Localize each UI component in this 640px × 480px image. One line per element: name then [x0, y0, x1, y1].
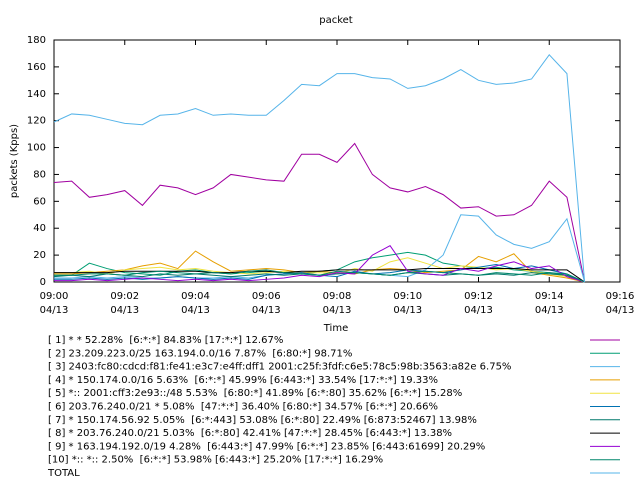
y-tick-label: 160 — [27, 62, 46, 73]
legend-label: [ 7] * 150.174.56.92 5.05% [6:*:443] 53.… — [48, 415, 477, 426]
x-tick-sublabel: 04/13 — [181, 305, 210, 316]
x-tick-label: 09:02 — [110, 291, 139, 302]
y-tick-label: 120 — [27, 116, 46, 127]
y-tick-label: 80 — [33, 169, 46, 180]
x-tick-sublabel: 04/13 — [110, 305, 139, 316]
x-tick-sublabel: 04/13 — [535, 305, 564, 316]
legend-label: [ 8] * 203.76.240.0/21 5.03% [6:*:80] 42… — [48, 428, 452, 439]
legend-label: [ 2] 23.209.223.0/25 163.194.0.0/16 7.87… — [48, 348, 352, 359]
chart-title: packet — [319, 15, 353, 26]
x-tick-label: 09:12 — [464, 291, 493, 302]
x-tick-sublabel: 04/13 — [393, 305, 422, 316]
y-tick-label: 20 — [33, 250, 46, 261]
legend-label: [ 5] *:: 2001:cff3:2e93::/48 5.53% [6:80… — [48, 388, 462, 399]
legend-label: [ 1] * * 52.28% [6:*:*] 84.83% [17:*:*] … — [48, 335, 283, 346]
y-tick-label: 140 — [27, 89, 46, 100]
x-tick-label: 09:04 — [181, 291, 210, 302]
x-tick-sublabel: 04/13 — [40, 305, 69, 316]
x-tick-sublabel: 04/13 — [252, 305, 281, 316]
legend-label: [ 4] * 150.174.0.0/16 5.63% [6:*:*] 45.9… — [48, 375, 438, 386]
x-tick-sublabel: 04/13 — [606, 305, 635, 316]
x-tick-label: 09:16 — [606, 291, 635, 302]
y-tick-label: 0 — [40, 277, 46, 288]
plot-frame — [53, 39, 621, 283]
series-line — [54, 269, 585, 283]
y-axis-label: packets (Kpps) — [9, 124, 20, 198]
legend-label: [ 9] * 163.194.192.0/19 4.28% [6:443:*] … — [48, 441, 485, 452]
legend-label: TOTAL — [47, 468, 80, 479]
y-tick-label: 60 — [33, 196, 46, 207]
series-line — [54, 245, 585, 283]
x-axis-label: Time — [323, 323, 348, 334]
x-tick-label: 09:08 — [323, 291, 352, 302]
series-line — [53, 142, 586, 283]
series-line — [54, 257, 585, 283]
series-line — [54, 214, 586, 283]
x-tick-label: 09:14 — [535, 291, 564, 302]
x-tick-label: 09:10 — [393, 291, 422, 302]
legend-label: [10] *:: *:: 2.50% [6:*:*] 53.98% [6:443… — [48, 455, 383, 466]
x-tick-sublabel: 04/13 — [464, 305, 493, 316]
y-tick-label: 40 — [33, 223, 46, 234]
y-tick-label: 180 — [27, 35, 46, 46]
series-line — [53, 54, 586, 283]
x-tick-label: 09:06 — [252, 291, 281, 302]
x-tick-sublabel: 04/13 — [323, 305, 352, 316]
y-tick-label: 100 — [27, 143, 46, 154]
legend-label: [ 6] 203.76.240.0/21 * 5.08% [47:*:*] 36… — [48, 402, 438, 413]
legend-label: [ 3] 2403:fc80:cdcd:f81:fe41:e3c7:e4ff:d… — [48, 362, 511, 373]
series-line — [54, 268, 585, 283]
x-tick-label: 09:00 — [40, 291, 69, 302]
